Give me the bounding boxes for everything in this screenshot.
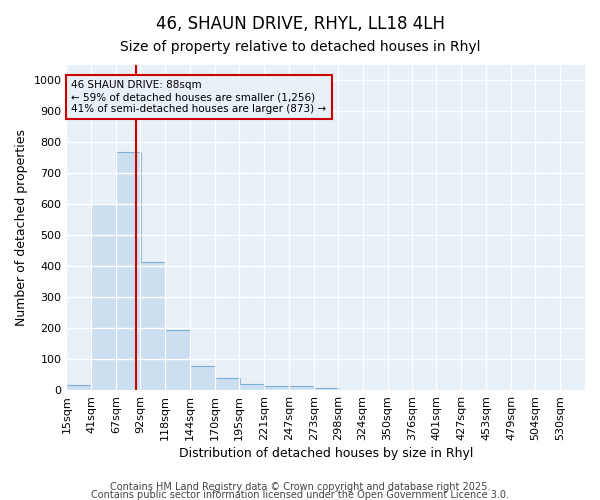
Bar (264, 386, 289, 390)
Bar (165, 330, 190, 390)
Bar (239, 384, 264, 390)
Bar (190, 366, 215, 390)
Bar (91, 204, 116, 390)
Bar (140, 262, 165, 390)
Text: 46 SHAUN DRIVE: 88sqm
← 59% of detached houses are smaller (1,256)
41% of semi-d: 46 SHAUN DRIVE: 88sqm ← 59% of detached … (71, 80, 326, 114)
Text: 46, SHAUN DRIVE, RHYL, LL18 4LH: 46, SHAUN DRIVE, RHYL, LL18 4LH (155, 15, 445, 33)
Bar (116, 152, 141, 390)
Bar (289, 386, 314, 390)
Text: Contains HM Land Registry data © Crown copyright and database right 2025.: Contains HM Land Registry data © Crown c… (110, 482, 490, 492)
Text: Contains public sector information licensed under the Open Government Licence 3.: Contains public sector information licen… (91, 490, 509, 500)
Bar (215, 378, 240, 390)
Bar (314, 388, 338, 390)
X-axis label: Distribution of detached houses by size in Rhyl: Distribution of detached houses by size … (179, 447, 473, 460)
Text: Size of property relative to detached houses in Rhyl: Size of property relative to detached ho… (120, 40, 480, 54)
Bar (67, 386, 91, 390)
Y-axis label: Number of detached properties: Number of detached properties (15, 129, 28, 326)
